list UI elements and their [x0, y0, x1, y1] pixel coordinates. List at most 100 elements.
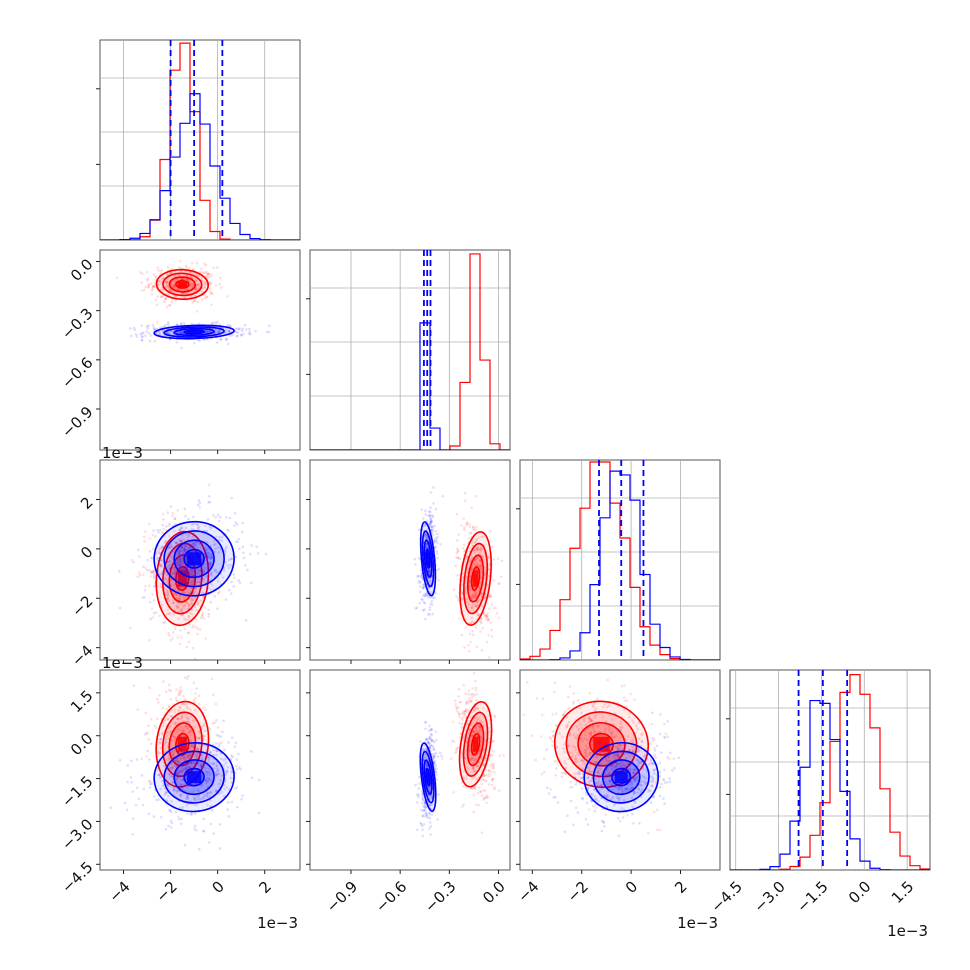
sample-point — [208, 773, 212, 777]
sample-point — [424, 534, 427, 537]
sample-point — [608, 776, 612, 779]
sample-point — [143, 733, 147, 736]
sample-point — [474, 707, 477, 711]
sample-point — [483, 596, 487, 600]
sample-point — [159, 288, 163, 291]
sample-point — [168, 287, 171, 291]
sample-point — [228, 563, 232, 567]
sample-point — [594, 777, 597, 780]
sample-point — [161, 289, 165, 293]
sample-point — [584, 754, 587, 758]
sample-point — [165, 799, 168, 802]
sample-point — [207, 608, 210, 612]
sample-point — [641, 774, 645, 778]
sample-point — [210, 282, 213, 285]
sample-point — [461, 718, 465, 722]
sample-point — [431, 525, 434, 529]
sample-point — [458, 700, 461, 704]
sample-point — [465, 740, 468, 743]
sample-point — [464, 756, 468, 760]
sample-point — [204, 548, 208, 552]
sample-point — [604, 758, 608, 761]
sample-point — [159, 742, 162, 745]
sample-point — [170, 749, 174, 753]
sample-point — [618, 762, 621, 766]
sample-point — [196, 747, 199, 751]
sample-point — [470, 595, 474, 599]
sample-point — [173, 749, 176, 752]
sample-point — [177, 817, 181, 821]
sample-point — [425, 764, 429, 767]
sample-point — [155, 798, 158, 802]
sample-point — [469, 575, 472, 578]
sample-point — [211, 809, 214, 812]
sample-point — [165, 731, 169, 734]
sample-point — [167, 704, 171, 708]
sample-point — [666, 756, 670, 759]
sample-point — [426, 741, 430, 744]
sample-point — [169, 505, 173, 508]
sample-point — [194, 587, 197, 591]
sample-point — [478, 565, 482, 569]
sample-point — [175, 561, 178, 565]
sample-point — [197, 525, 201, 529]
sample-point — [147, 758, 151, 761]
sample-point — [158, 601, 161, 604]
sample-point — [210, 553, 213, 556]
sample-point — [637, 788, 640, 791]
sample-point — [534, 758, 538, 762]
sample-point — [476, 717, 479, 721]
sample-point — [190, 744, 194, 747]
sample-point — [585, 754, 589, 758]
sample-point — [174, 759, 177, 763]
sample-point — [474, 757, 478, 761]
sample-point — [631, 805, 634, 808]
sample-point — [620, 786, 624, 790]
sample-point — [224, 336, 228, 340]
sample-point — [159, 815, 163, 819]
sample-point — [146, 286, 150, 289]
sample-point — [600, 829, 604, 833]
sample-point — [663, 722, 666, 726]
sample-point — [166, 565, 170, 568]
sample-point — [125, 808, 129, 812]
sample-point — [455, 547, 459, 551]
sample-point — [471, 766, 475, 769]
sample-point — [591, 727, 595, 730]
sample-point — [200, 558, 204, 562]
sample-point — [492, 766, 495, 769]
sample-point — [184, 724, 187, 728]
sample-point — [170, 271, 173, 275]
sample-point — [207, 483, 211, 487]
panel-frame — [309, 249, 511, 451]
sample-point — [199, 764, 202, 768]
sample-point — [164, 297, 167, 300]
sample-point — [190, 262, 194, 265]
sample-point — [616, 816, 620, 820]
sample-point — [195, 286, 198, 290]
sample-point — [208, 330, 212, 333]
sample-point — [219, 276, 222, 280]
sample-point — [141, 596, 144, 600]
sample-point — [193, 799, 196, 803]
sample-point — [471, 692, 475, 696]
sample-point — [483, 759, 487, 762]
sample-point — [165, 708, 169, 711]
sample-point — [140, 289, 144, 292]
sample-point — [187, 615, 191, 618]
sample-point — [203, 283, 207, 286]
sample-point — [180, 539, 183, 542]
sample-point — [628, 715, 631, 719]
sample-point — [176, 760, 180, 763]
sample-point — [161, 733, 164, 736]
sample-point — [206, 273, 210, 276]
sample-point — [644, 781, 648, 785]
sample-point — [228, 516, 232, 520]
sample-point — [234, 327, 238, 330]
sample-point — [177, 596, 181, 600]
sample-point — [193, 700, 196, 704]
sample-point — [428, 746, 432, 750]
sample-point — [148, 339, 152, 343]
sample-point — [187, 603, 191, 607]
sample-point — [427, 742, 431, 746]
